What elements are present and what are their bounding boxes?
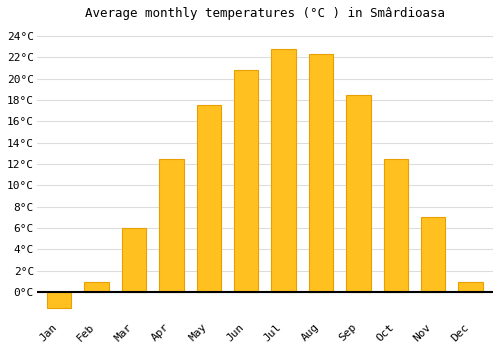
Bar	[196, 105, 221, 292]
Bar	[122, 228, 146, 292]
Bar	[309, 54, 333, 292]
Bar	[84, 281, 108, 292]
Bar	[272, 49, 295, 292]
Bar	[47, 292, 72, 308]
Bar	[458, 281, 483, 292]
Bar	[421, 217, 446, 292]
Bar	[384, 159, 408, 292]
Bar	[159, 159, 184, 292]
Bar	[346, 95, 370, 292]
Bar	[234, 70, 258, 292]
Title: Average monthly temperatures (°C ) in Smârdioasa: Average monthly temperatures (°C ) in Sm…	[85, 7, 445, 20]
